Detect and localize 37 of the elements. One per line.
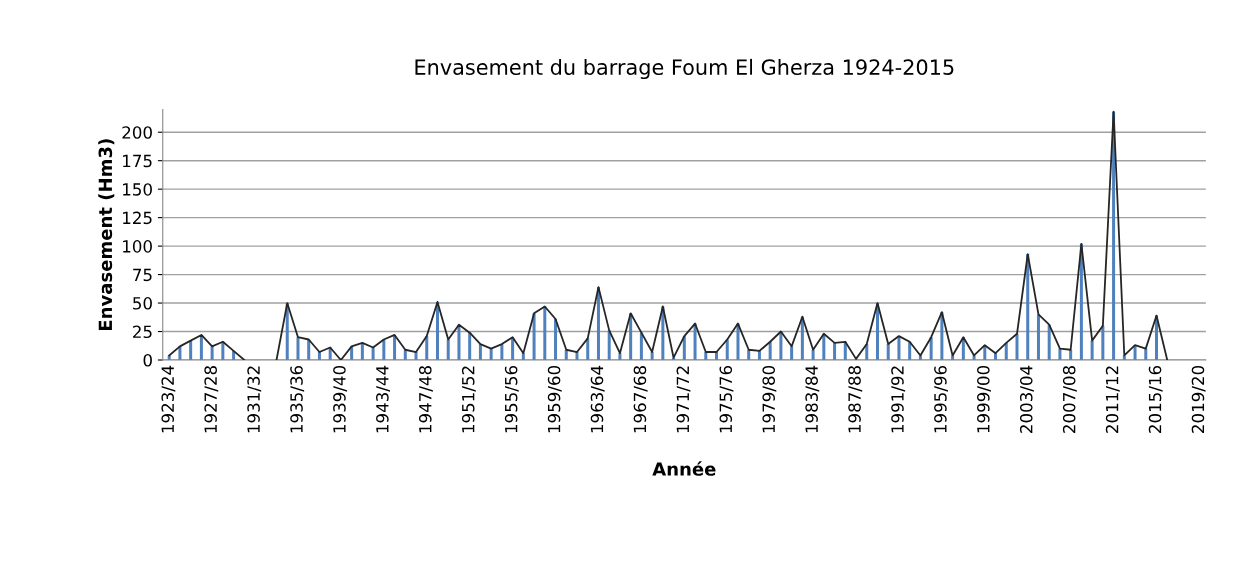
y-axis-title: Envasement (Hm3) <box>98 139 115 331</box>
x-tick-label: 1963/64 <box>590 365 605 433</box>
y-tick-label: 25 <box>133 325 152 339</box>
x-tick-label: 1923/24 <box>161 365 176 433</box>
x-tick-label: 1931/32 <box>247 366 262 433</box>
y-tick-label: 75 <box>133 268 152 282</box>
x-tick-label: 1987/88 <box>848 366 863 433</box>
x-tick-label: 1955/56 <box>504 365 519 433</box>
x-tick-label: 2019/20 <box>1191 365 1206 433</box>
x-tick-label: 2007/08 <box>1062 366 1077 433</box>
chart-title: Envasement du barrage Foum El Gherza 1924-2015 <box>415 58 954 80</box>
y-tick-label: 150 <box>123 183 152 196</box>
x-tick-label: 1935/36 <box>290 365 305 433</box>
y-tick-label: 50 <box>133 297 152 310</box>
x-tick-label: 1959/60 <box>547 365 562 433</box>
x-tick-label: 1975/76 <box>719 365 734 433</box>
x-tick-label: 1947/48 <box>418 366 433 433</box>
x-tick-label: 1971/72 <box>676 366 691 433</box>
y-tick-label: 175 <box>123 154 152 168</box>
y-tick-label: 125 <box>123 211 152 225</box>
y-tick-label: 200 <box>122 126 152 139</box>
y-tick-label: 100 <box>123 240 152 253</box>
x-tick-label: 2015/16 <box>1148 365 1163 433</box>
x-tick-label: 1991/92 <box>891 366 906 433</box>
x-tick-label: 1983/84 <box>805 365 820 433</box>
x-tick-label: 1967/68 <box>633 366 648 433</box>
x-tick-label: 2003/04 <box>1019 365 1034 433</box>
x-tick-label: 1943/44 <box>376 365 390 433</box>
x-tick-label: 1939/40 <box>333 365 348 433</box>
x-tick-label: 1979/80 <box>762 365 777 433</box>
x-tick-label: 1951/52 <box>461 366 476 433</box>
x-tick-label: 1995/96 <box>934 365 949 433</box>
x-tick-label: 1927/28 <box>204 366 219 433</box>
x-tick-label: 1999/00 <box>977 365 991 433</box>
y-tick-label: 0 <box>143 353 152 367</box>
x-axis-title: Année <box>652 461 716 476</box>
x-tick-label: 2011/12 <box>1105 366 1120 433</box>
